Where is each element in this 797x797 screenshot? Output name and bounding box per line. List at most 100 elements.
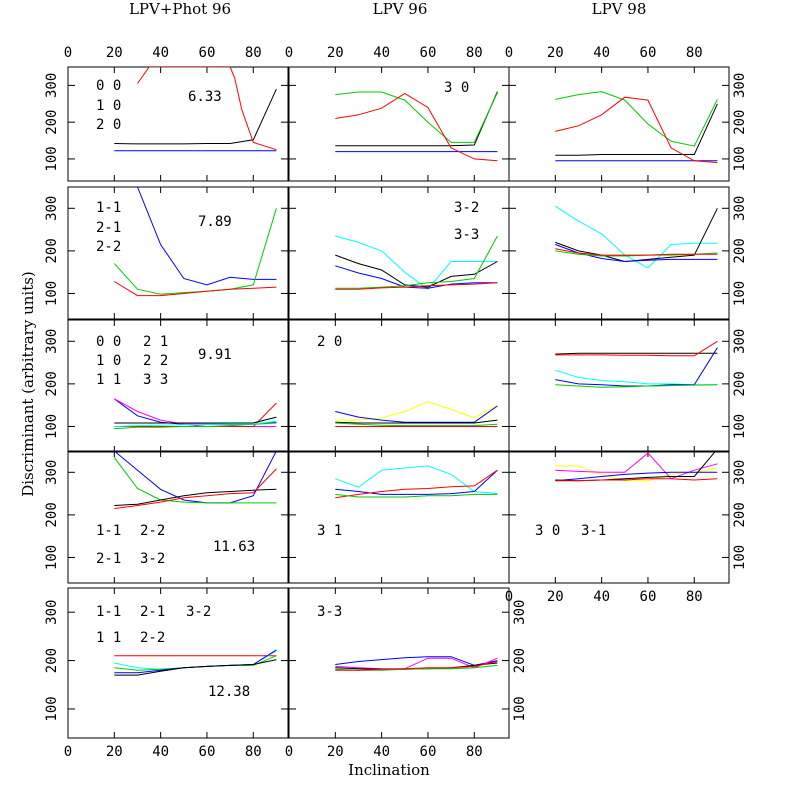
- series-line-1: [335, 254, 498, 288]
- panel-frame: [508, 319, 730, 453]
- series-line-4: [335, 661, 498, 671]
- series-line-0: [335, 465, 498, 495]
- y-tick-label: 300: [44, 73, 60, 98]
- x-tick-label: 60: [199, 744, 216, 760]
- series-line-3: [555, 96, 718, 164]
- series-group: [114, 649, 277, 676]
- series-line-2: [555, 369, 718, 386]
- series-group: [555, 451, 718, 482]
- series-group: [335, 656, 498, 671]
- series-line-0: [113, 451, 277, 504]
- series-group: [335, 465, 498, 499]
- legend-label: 3-1: [581, 523, 606, 539]
- series-line-4: [555, 478, 718, 482]
- y-tick-label: 300: [732, 329, 748, 354]
- x-axis-title: Inclination: [348, 761, 430, 779]
- panel-r3c3: 100 200 300: [508, 319, 748, 453]
- y-tick-label: 300: [732, 196, 748, 221]
- series-line-0: [335, 401, 498, 421]
- panel-r2c2: 3-2 3-3: [288, 186, 510, 320]
- panel-annotation: 7.89: [198, 214, 232, 230]
- series-line-0: [555, 352, 718, 355]
- y-tick-label: 300: [44, 600, 60, 625]
- series-line-3: [114, 649, 277, 674]
- x-tick-label: 80: [245, 45, 262, 61]
- series-group: [114, 67, 277, 152]
- series-line-2: [555, 91, 718, 147]
- y-tick-label: 300: [44, 460, 60, 485]
- y-tick-label: 100: [732, 146, 748, 171]
- x-tick-label: 80: [686, 589, 703, 605]
- series-line-5: [114, 420, 277, 427]
- x-tick-label: 0: [505, 45, 513, 61]
- legend-label: 3 1: [317, 523, 342, 539]
- y-tick-label: 300: [732, 460, 748, 485]
- legend-label: 1 1: [96, 372, 121, 388]
- x-tick-label: 80: [466, 744, 483, 760]
- series-line-1: [335, 405, 498, 423]
- legend-label: 3 3: [143, 372, 168, 388]
- panel-r5c2: 100 200 300 0 20 40 60 80 3-3: [285, 587, 528, 760]
- series-line-3: [114, 468, 277, 509]
- legend-label: 1 0: [96, 98, 121, 114]
- series-line-1: [555, 103, 718, 156]
- y-tick-label: 100: [44, 696, 60, 721]
- series-line-4: [335, 282, 498, 290]
- x-tick-label: 40: [152, 744, 169, 760]
- panel-r4c1: 100 200 300 1-1 2-2 2-1 3-2 11.63: [44, 450, 289, 584]
- panel-annotation: 9.91: [198, 347, 232, 363]
- x-tick-label: 80: [245, 744, 262, 760]
- legend-label: 2 2: [143, 353, 168, 369]
- x-tick-label: 80: [466, 45, 483, 61]
- y-tick-label: 200: [732, 110, 748, 135]
- series-group: [555, 91, 718, 164]
- series-line-4: [555, 248, 718, 256]
- x-tick-label: 60: [640, 589, 657, 605]
- series-line-2: [335, 419, 498, 424]
- panel-annotation: 6.33: [188, 89, 222, 105]
- series-line-2: [335, 91, 498, 143]
- series-line-3: [555, 451, 717, 482]
- y-tick-label: 300: [512, 600, 528, 625]
- y-tick-label: 100: [44, 281, 60, 306]
- legend-label: 1-1: [96, 523, 121, 539]
- x-tick-label: 0: [64, 45, 72, 61]
- x-tick-label: 20: [327, 744, 344, 760]
- series-group: [335, 91, 498, 162]
- panel-r1c3: 100 200 300 0 20 40 60 80: [505, 45, 748, 182]
- panel-frame: [508, 450, 730, 584]
- legend-label: 2-2: [140, 523, 165, 539]
- legend-label: 3 0: [444, 80, 469, 96]
- x-tick-label: 20: [106, 744, 123, 760]
- x-tick-label: 20: [327, 45, 344, 61]
- x-tick-label: 60: [199, 45, 216, 61]
- y-tick-label: 100: [44, 146, 60, 171]
- series-line-0: [335, 656, 498, 666]
- series-line-1: [114, 650, 277, 670]
- panel-frame: [288, 450, 510, 584]
- legend-label: 0 0: [96, 334, 121, 350]
- y-tick-label: 100: [732, 281, 748, 306]
- legend-label: 3-3: [454, 227, 479, 243]
- panel-r5c1: 100 200 300 0 20 40 60 80 1-1 2-1 3-2 1 1 2-2 12.38: [44, 587, 289, 760]
- legend-label: 3-3: [317, 604, 342, 620]
- series-line-1: [113, 457, 277, 504]
- panel-r1c2: 0 20 40 60 80 3 0: [285, 45, 510, 182]
- series-line-3: [335, 92, 498, 162]
- y-axis-title: Discriminant (arbitrary units): [19, 271, 37, 497]
- series-group: [555, 340, 718, 388]
- panel-frame: [288, 587, 510, 739]
- x-tick-label: 20: [547, 589, 564, 605]
- series-group: [555, 205, 718, 269]
- series-line-2: [114, 488, 277, 506]
- series-line-2: [555, 471, 718, 482]
- series-group: [113, 187, 277, 297]
- series-line-0: [335, 235, 498, 290]
- legend-label: 2-2: [140, 630, 165, 646]
- series-line-2: [335, 265, 498, 289]
- legend-label: 2 0: [317, 334, 342, 350]
- panel-r3c1: 100 200 300 0 0 2 1 1 0 2 2 1 1 3 3 9.91: [44, 319, 289, 453]
